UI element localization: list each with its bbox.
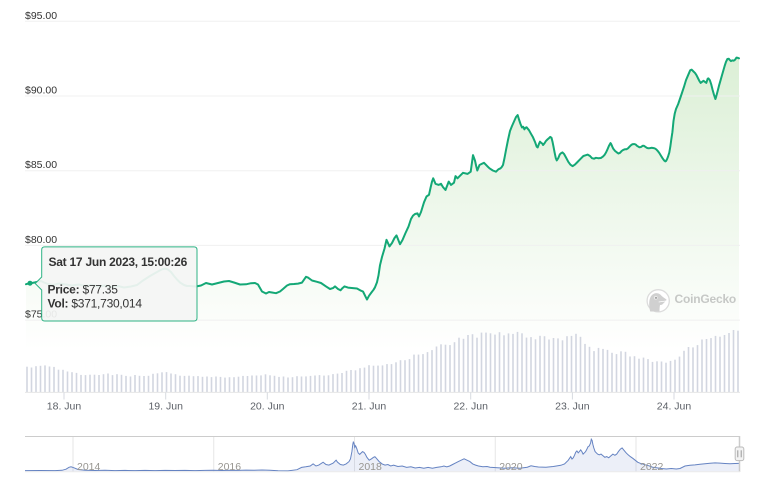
svg-text:Price: $77.35: Price: $77.35 <box>48 282 119 296</box>
svg-text:Vol: $371,730,014: Vol: $371,730,014 <box>48 296 143 310</box>
svg-text:2014: 2014 <box>77 461 101 473</box>
svg-text:2022: 2022 <box>640 461 664 473</box>
svg-text:18. Jun: 18. Jun <box>47 401 82 413</box>
svg-text:22. Jun: 22. Jun <box>453 401 488 413</box>
svg-text:24. Jun: 24. Jun <box>657 401 692 413</box>
svg-text:2016: 2016 <box>218 461 242 473</box>
svg-text:$95.00: $95.00 <box>25 10 57 22</box>
svg-text:$80.00: $80.00 <box>25 234 57 246</box>
svg-text:$90.00: $90.00 <box>25 85 57 97</box>
svg-text:21. Jun: 21. Jun <box>352 401 387 413</box>
svg-text:19. Jun: 19. Jun <box>148 401 183 413</box>
svg-text:2020: 2020 <box>499 461 523 473</box>
svg-text:2018: 2018 <box>359 461 383 473</box>
svg-text:CoinGecko: CoinGecko <box>675 292 737 306</box>
svg-text:23. Jun: 23. Jun <box>555 401 590 413</box>
svg-text:20. Jun: 20. Jun <box>250 401 285 413</box>
svg-text:$85.00: $85.00 <box>25 159 57 171</box>
svg-text:Sat 17 Jun 2023, 15:00:26: Sat 17 Jun 2023, 15:00:26 <box>49 255 188 269</box>
